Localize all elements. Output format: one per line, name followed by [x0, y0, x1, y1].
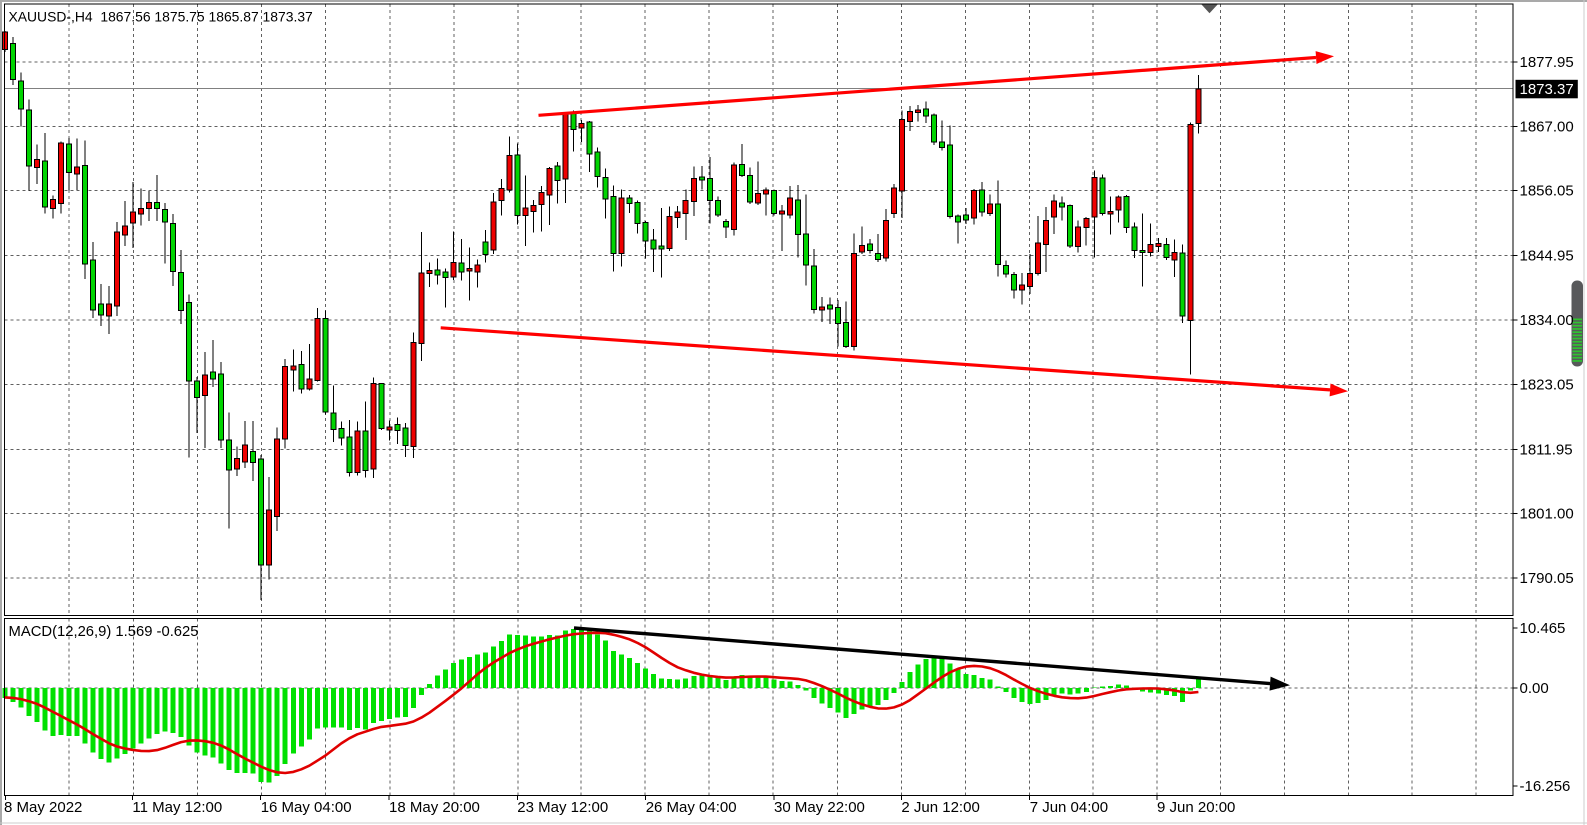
svg-text:11 May 12:00: 11 May 12:00 [132, 799, 222, 816]
svg-text:1811.95: 1811.95 [1520, 441, 1573, 458]
svg-text:7 Jun 04:00: 7 Jun 04:00 [1030, 799, 1108, 816]
svg-text:XAUUSD-,H4 1867.56 1875.75 18: XAUUSD-,H4 1867.56 1875.75 1865.87 1873.… [9, 9, 314, 25]
svg-text:23 May 12:00: 23 May 12:00 [517, 799, 608, 816]
svg-text:9 Jun 20:00: 9 Jun 20:00 [1157, 799, 1235, 816]
svg-text:16 May 04:00: 16 May 04:00 [261, 799, 352, 816]
svg-text:2 Jun 12:00: 2 Jun 12:00 [901, 799, 979, 816]
svg-text:30 May 22:00: 30 May 22:00 [774, 799, 865, 816]
svg-text:1834.00: 1834.00 [1520, 312, 1574, 329]
svg-text:1844.95: 1844.95 [1520, 247, 1574, 264]
svg-text:26 May 04:00: 26 May 04:00 [646, 799, 737, 816]
svg-text:MACD(12,26,9) 1.569 -0.625: MACD(12,26,9) 1.569 -0.625 [9, 624, 199, 640]
svg-text:1823.05: 1823.05 [1520, 377, 1574, 394]
svg-text:1873.37: 1873.37 [1520, 81, 1574, 98]
svg-text:1801.00: 1801.00 [1520, 506, 1574, 523]
svg-text:18 May 20:00: 18 May 20:00 [389, 799, 480, 816]
svg-text:10.465: 10.465 [1520, 620, 1566, 637]
svg-text:1790.05: 1790.05 [1520, 570, 1574, 587]
svg-text:1856.05: 1856.05 [1520, 183, 1574, 200]
svg-text:1867.00: 1867.00 [1520, 119, 1574, 136]
svg-text:0.00: 0.00 [1520, 680, 1549, 697]
svg-text:-16.256: -16.256 [1520, 778, 1571, 795]
svg-text:8 May 2022: 8 May 2022 [4, 799, 82, 816]
svg-text:1877.95: 1877.95 [1520, 54, 1574, 71]
